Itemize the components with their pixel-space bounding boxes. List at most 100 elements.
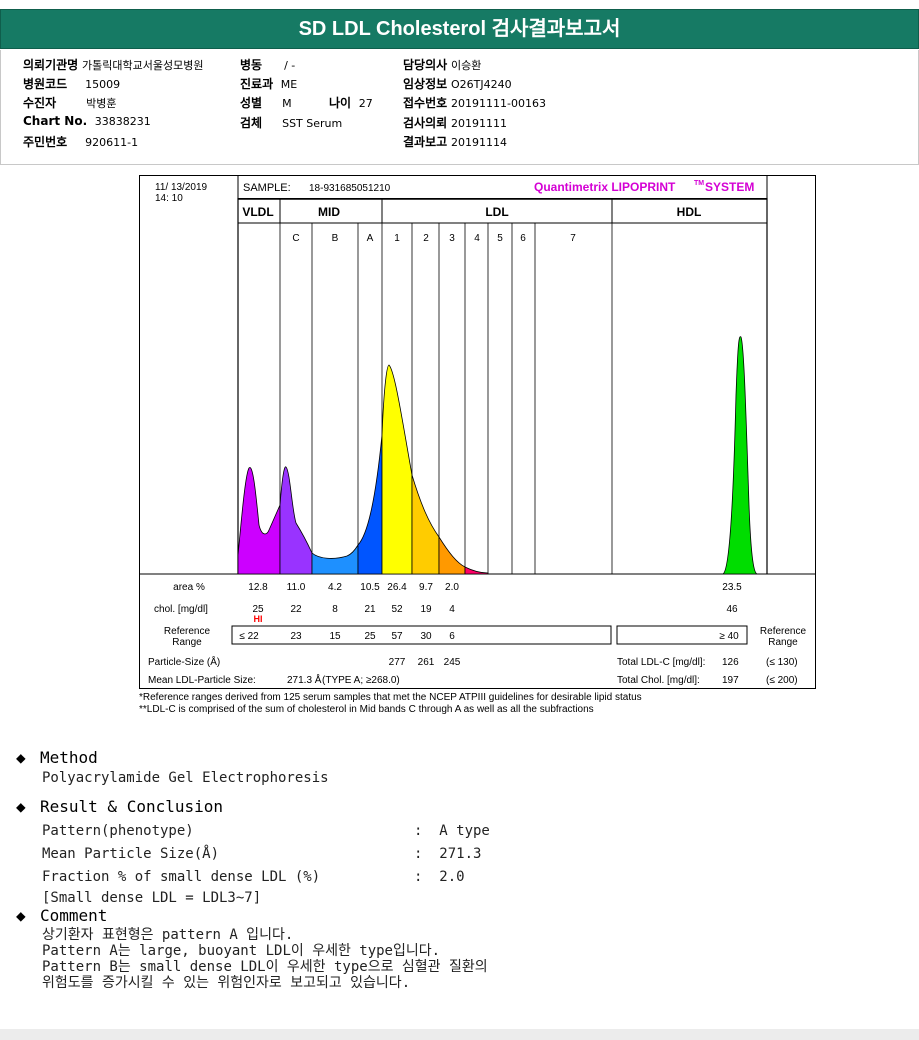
brand-name: Quantimetrix LIPOPRINT: [534, 180, 676, 194]
info-row-resident-no: 주민번호 920611-1: [23, 133, 138, 150]
area-vldl: 12.8: [248, 582, 268, 593]
result-value: : A type: [414, 823, 490, 839]
footnote-reference: *Reference ranges derived from 125 serum…: [139, 692, 642, 703]
comment-section: ◆ Comment 상기환자 표현형은 pattern A 입니다. Patter…: [16, 906, 488, 991]
footnote-ldlc: **LDL-C is comprised of the sum of chole…: [139, 704, 594, 715]
diamond-bullet-icon: ◆: [16, 906, 26, 925]
result-row-mean-size: Mean Particle Size(Å) : 271.3: [42, 842, 490, 865]
footnotes: *Reference ranges derived from 125 serum…: [139, 692, 642, 716]
report-title: SD LDL Cholesterol 검사결과보고서: [0, 9, 919, 49]
info-label: 결과보고: [403, 135, 448, 149]
band-label-7: 7: [570, 233, 576, 244]
peak-hdl: [721, 336, 758, 575]
peak-ldl-4: [464, 566, 489, 575]
ref-label-line2: Range: [172, 637, 202, 648]
info-value: 920611-1: [85, 136, 139, 149]
ref-mid-a: 25: [364, 631, 376, 642]
peak-mid-c: [279, 466, 313, 575]
info-value: 이승환: [451, 59, 482, 72]
info-row-clinical-info: 임상정보 O26TJ4240: [403, 75, 512, 92]
ref-range-box-hdl: [616, 625, 748, 645]
peak-vldl: [237, 467, 281, 575]
info-row-specimen: 검체 SST Serum: [240, 114, 342, 131]
total-chol-label: Total Chol. [mg/dl]:: [617, 675, 700, 686]
chart-time: 14: 10: [155, 193, 183, 204]
info-row-sex: 성별 M: [240, 94, 292, 111]
comment-line-3: Pattern B는 small dense LDL이 우세한 type으로 심…: [42, 959, 488, 975]
info-label: 주민번호: [23, 135, 68, 149]
band-label-4: 4: [474, 233, 480, 244]
ref-hdl: ≥ 40: [719, 631, 739, 642]
info-row-receipt-no: 접수번호 20191111-00163: [403, 94, 546, 111]
info-value: 27: [358, 97, 373, 110]
band-label-2: 2: [423, 233, 429, 244]
band-label-1: 1: [394, 233, 400, 244]
peak-mid-b: [311, 543, 359, 575]
diamond-bullet-icon: ◆: [16, 748, 26, 767]
info-value: 20191111: [451, 117, 507, 130]
area-ldl-1: 26.4: [387, 582, 407, 593]
result-row-pattern: Pattern(phenotype): A type: [42, 819, 490, 842]
info-row-chart-no: Chart No. 33838231: [23, 114, 151, 128]
area-mid-a: 10.5: [360, 582, 380, 593]
patient-info-panel: 의뢰기관명 가톨릭대학교서울성모병원 병원코드 15009 수진자 박병훈 Char…: [0, 50, 919, 165]
total-chol-ref: (≤ 200): [766, 675, 798, 686]
area-mid-c: 11.0: [287, 582, 306, 593]
info-value: 가톨릭대학교서울성모병원: [82, 59, 204, 72]
comment-line-1: 상기환자 표현형은 pattern A 입니다.: [42, 927, 294, 943]
result-value: : 271.3: [414, 846, 482, 862]
result-label: Mean Particle Size(Å): [42, 846, 220, 862]
area-hdl: 23.5: [722, 582, 742, 593]
info-label: 검체: [240, 116, 263, 130]
info-label: 접수번호: [403, 96, 448, 110]
mean-type: (TYPE A; ≥268.0): [322, 675, 400, 686]
chol-ldl-2: 19: [420, 604, 432, 615]
ref-mid-b: 15: [329, 631, 341, 642]
area-label: area %: [173, 582, 205, 593]
info-label: 병원코드: [23, 77, 68, 91]
info-label: 병동: [240, 58, 263, 72]
info-value: O26TJ4240: [451, 78, 512, 91]
comment-line-4: 위험도를 증가시킬 수 있는 위험인자로 보고되고 있습니다.: [42, 975, 411, 991]
group-ldl: LDL: [485, 205, 508, 219]
result-section: ◆ Result & Conclusion Pattern(phenotype):…: [16, 797, 490, 909]
info-row-ward: 병동 / -: [240, 56, 295, 73]
ref-vldl: ≤ 22: [239, 631, 259, 642]
area-ldl-3: 2.0: [445, 582, 459, 593]
area-ldl-2: 9.7: [419, 582, 433, 593]
chol-vldl: 25: [252, 604, 264, 615]
ref-label-right-line1: Reference: [760, 626, 807, 637]
info-value: 박병훈: [86, 97, 117, 110]
chol-mid-b: 8: [332, 604, 338, 615]
page-bottom-bar: [0, 1029, 919, 1040]
brand-system: SYSTEM: [705, 180, 754, 194]
info-row-age: 나이 27: [329, 94, 373, 111]
info-label: Chart No.: [23, 114, 88, 128]
method-text: Polyacrylamide Gel Electrophoresis: [42, 770, 329, 786]
ref-label-right-line2: Range: [768, 637, 798, 648]
ref-ldl-1: 57: [391, 631, 403, 642]
info-value: 20191111-00163: [451, 97, 546, 110]
result-value: : 2.0: [414, 869, 465, 885]
result-row-fraction: Fraction % of small dense LDL (%): 2.0: [42, 865, 490, 888]
ref-ldl-3: 6: [449, 631, 455, 642]
peak-ldl-1: [381, 364, 413, 575]
result-title: Result & Conclusion: [40, 797, 224, 816]
ref-mid-c: 23: [290, 631, 302, 642]
info-label: 담당의사: [403, 58, 448, 72]
ref-label-line1: Reference: [164, 626, 211, 637]
info-label: 진료과: [240, 77, 274, 91]
chol-ldl-1: 52: [391, 604, 403, 615]
band-label-3: 3: [449, 233, 455, 244]
band-label-6: 6: [520, 233, 526, 244]
info-value: 20191114: [451, 136, 507, 149]
group-vldl: VLDL: [242, 205, 273, 219]
info-value: 15009: [85, 78, 121, 91]
chart-date: 11/ 13/2019: [155, 182, 208, 193]
info-value: / -: [284, 59, 296, 72]
info-row-hospital-code: 병원코드 15009: [23, 75, 120, 92]
info-label: 나이: [329, 96, 352, 110]
info-row-institution: 의뢰기관명 가톨릭대학교서울성모병원: [23, 56, 203, 73]
info-value: ME: [280, 78, 298, 91]
comment-line-2: Pattern A는 large, buoyant LDL이 우세한 type입…: [42, 943, 441, 959]
